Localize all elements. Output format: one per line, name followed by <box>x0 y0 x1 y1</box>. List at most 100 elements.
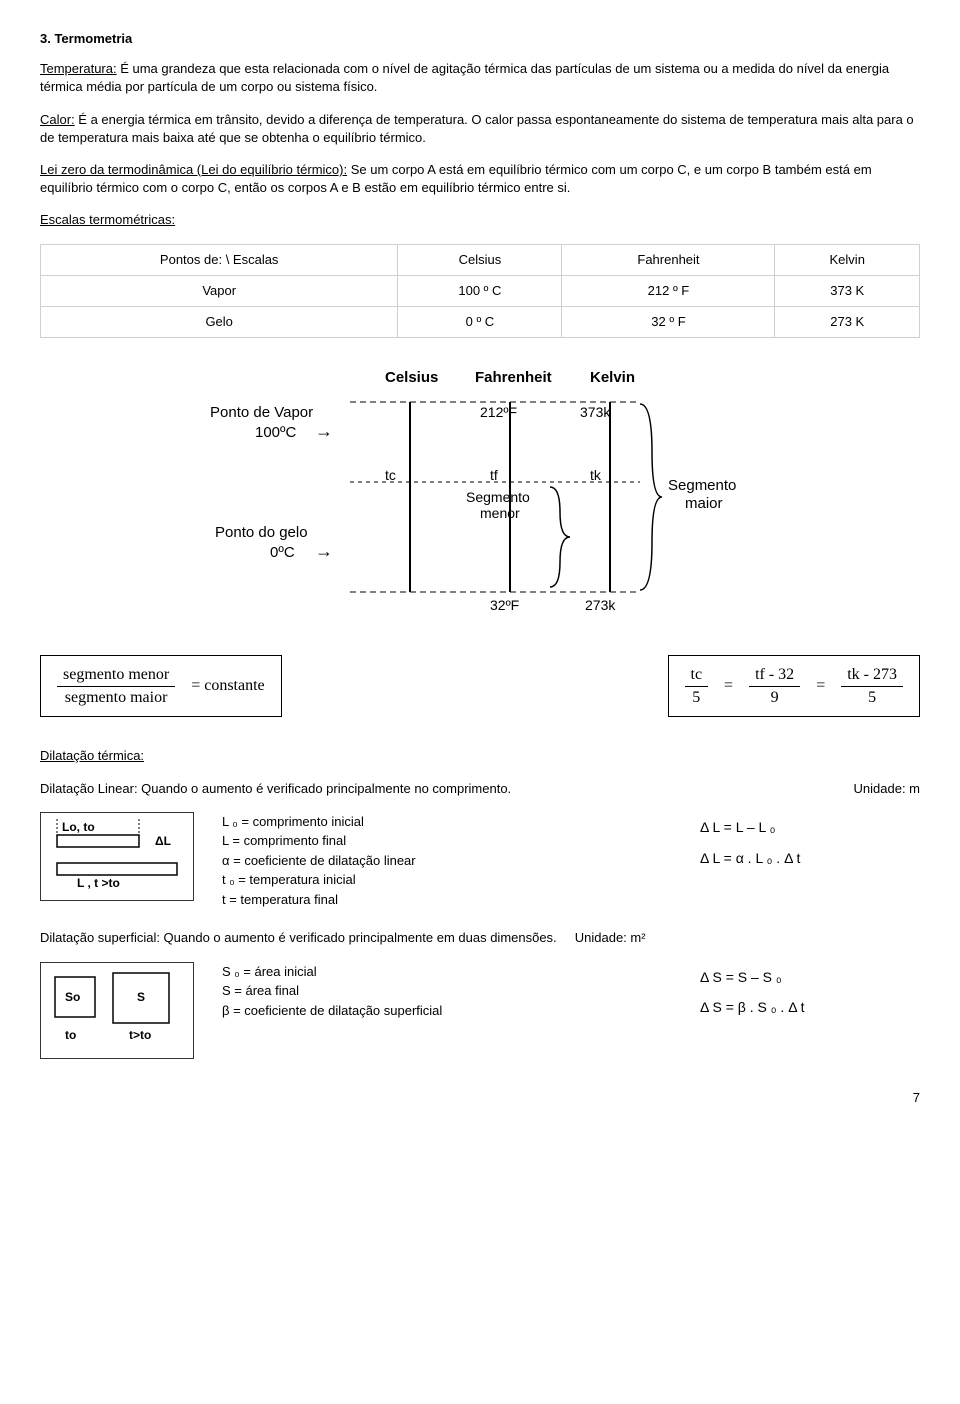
formula-constant: segmento menor segmento maior = constant… <box>40 655 282 717</box>
thermo-svg: Celsius Fahrenheit Kelvin Ponto de Vapor… <box>200 362 760 622</box>
dilat-title: Dilatação térmica: <box>40 747 920 765</box>
tto-label: t>to <box>129 1028 151 1042</box>
linear-f2: Δ L = α . L ₀ . Δ t <box>700 843 920 874</box>
linear-diagram: Lo, to ΔL L , t >to <box>40 812 194 901</box>
tf-num: tf - 32 <box>749 666 800 687</box>
arrow-icon: → <box>315 421 333 441</box>
formula-scales: tc 5 = tf - 32 9 = tk - 273 5 <box>668 655 921 717</box>
linear-f1: Δ L = L – L ₀ <box>700 812 920 843</box>
seg-num: segmento menor <box>57 666 175 687</box>
temp-text: É uma grandeza que esta relacionada com … <box>40 61 889 94</box>
frac-tf: tf - 32 9 <box>749 666 800 706</box>
var-line: t = temperatura final <box>222 890 672 910</box>
tc-num: tc <box>685 666 709 687</box>
table-cell: 32 º F <box>562 306 775 337</box>
tf-den: 9 <box>765 687 785 707</box>
def-temperatura: Temperatura: É uma grandeza que esta rel… <box>40 60 920 96</box>
k-top: 373k <box>580 404 611 420</box>
brace-maior-icon <box>640 404 662 590</box>
escalas-label: Escalas termométricas: <box>40 211 920 229</box>
lei-label: Lei zero da termodinâmica (Lei do equilí… <box>40 162 347 177</box>
eq-sign: = <box>724 675 733 697</box>
table-cell: Vapor <box>41 275 398 306</box>
linear-formulas: Δ L = L – L ₀ Δ L = α . L ₀ . Δ t <box>700 812 920 874</box>
f-top: 212ºF <box>480 404 517 420</box>
table-cell: 212 º F <box>562 275 775 306</box>
table-cell: Fahrenheit <box>562 244 775 275</box>
linear-vars: L ₀ = comprimento inicial L = compriment… <box>222 812 672 910</box>
k-bot: 273k <box>585 597 616 613</box>
eq-sign: = <box>816 675 825 697</box>
var-line: S = área final <box>222 981 672 1001</box>
table-cell: 373 K <box>775 275 920 306</box>
table-cell: 100 º C <box>398 275 562 306</box>
vapor-c: 100ºC <box>255 424 297 441</box>
s-label: S <box>137 990 145 1004</box>
table-cell: 273 K <box>775 306 920 337</box>
escalas-table: Pontos de: \ Escalas Celsius Fahrenheit … <box>40 244 920 339</box>
dilat-linear-block: Lo, to ΔL L , t >to L ₀ = comprimento in… <box>40 812 920 910</box>
tc-den: 5 <box>686 687 706 707</box>
label-fahrenheit: Fahrenheit <box>475 369 552 386</box>
var-line: L ₀ = comprimento inicial <box>222 812 672 832</box>
so-label: So <box>65 990 80 1004</box>
table-row: Pontos de: \ Escalas Celsius Fahrenheit … <box>41 244 920 275</box>
conversion-formulas: segmento menor segmento maior = constant… <box>40 655 920 717</box>
dilat-linear-text: Dilatação Linear: Quando o aumento é ver… <box>40 780 920 798</box>
thermometer-diagram: Celsius Fahrenheit Kelvin Ponto de Vapor… <box>40 362 920 627</box>
table-row: Gelo 0 º C 32 º F 273 K <box>41 306 920 337</box>
eq-const: = constante <box>191 675 264 697</box>
table-cell: Gelo <box>41 306 398 337</box>
dl-label: ΔL <box>155 834 171 848</box>
sup-f1: Δ S = S – S ₀ <box>700 962 920 993</box>
linear-t: Dilatação Linear: Quando o aumento é ver… <box>40 781 511 796</box>
to-label: to <box>65 1028 76 1042</box>
linear-unit: Unidade: m <box>854 780 920 798</box>
frac-tc: tc 5 <box>685 666 709 706</box>
gelo-c: 0ºC <box>270 544 295 561</box>
seg-maior2: maior <box>685 495 723 512</box>
label-kelvin: Kelvin <box>590 369 635 386</box>
var-line: S ₀ = área inicial <box>222 962 672 982</box>
frac-tk: tk - 273 5 <box>841 666 903 706</box>
frac-seg: segmento menor segmento maior <box>57 666 175 706</box>
table-cell: Kelvin <box>775 244 920 275</box>
sup-unit: Unidade: m² <box>575 930 646 945</box>
lo-label: Lo, to <box>62 820 95 834</box>
l-label: L , t >to <box>77 876 120 889</box>
var-line: t ₀ = temperatura inicial <box>222 870 672 890</box>
sup-vars: S ₀ = área inicial S = área final β = co… <box>222 962 672 1021</box>
sup-t: Dilatação superficial: Quando o aumento … <box>40 930 557 945</box>
sup-diagram: So S to t>to <box>40 962 194 1059</box>
var-line: L = comprimento final <box>222 831 672 851</box>
table-cell: Celsius <box>398 244 562 275</box>
def-lei-zero: Lei zero da termodinâmica (Lei do equilí… <box>40 161 920 197</box>
seg-menor: Segmento <box>466 489 530 505</box>
dilat-sup-block: So S to t>to S ₀ = área inicial S = área… <box>40 962 920 1059</box>
table-row: Vapor 100 º C 212 º F 373 K <box>41 275 920 306</box>
table-cell: 0 º C <box>398 306 562 337</box>
table-cell: Pontos de: \ Escalas <box>41 244 398 275</box>
tk-den: 5 <box>862 687 882 707</box>
linear-svg: Lo, to ΔL L , t >to <box>47 819 187 889</box>
vapor-label: Ponto de Vapor <box>210 404 313 421</box>
f-bot: 32ºF <box>490 597 519 613</box>
sup-svg: So S to t>to <box>47 969 187 1047</box>
calor-text: É a energia térmica em trânsito, devido … <box>40 112 914 145</box>
brace-menor-icon <box>550 487 570 587</box>
section-title: 3. Termometria <box>40 30 920 48</box>
var-line: α = coeficiente de dilatação linear <box>222 851 672 871</box>
sup-f2: Δ S = β . S ₀ . Δ t <box>700 992 920 1023</box>
tf-label: tf <box>490 467 498 483</box>
var-line: β = coeficiente de dilatação superficial <box>222 1001 672 1021</box>
tk-num: tk - 273 <box>841 666 903 687</box>
calor-label: Calor: <box>40 112 75 127</box>
page-number: 7 <box>40 1089 920 1107</box>
def-calor: Calor: É a energia térmica em trânsito, … <box>40 111 920 147</box>
tc-label: tc <box>385 467 396 483</box>
temp-label: Temperatura: <box>40 61 117 76</box>
seg-maior: Segmento <box>668 477 736 494</box>
arrow-icon: → <box>315 541 333 561</box>
dilat-sup-text: Dilatação superficial: Quando o aumento … <box>40 929 920 947</box>
seg-den: segmento maior <box>59 687 174 707</box>
